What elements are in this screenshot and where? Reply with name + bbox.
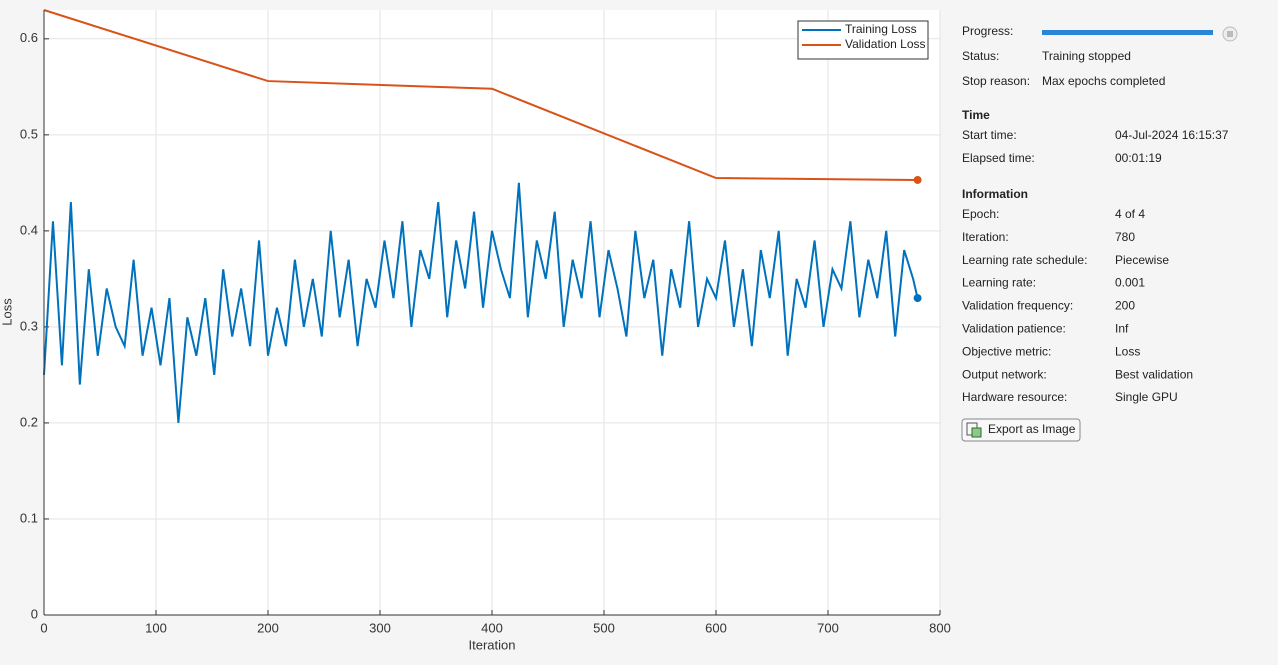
info-value: Single GPU [1115, 390, 1178, 404]
info-label: Elapsed time: [962, 151, 1035, 165]
info-value: Piecewise [1115, 253, 1169, 267]
info-label: Validation frequency: [962, 299, 1073, 313]
x-tick-label: 400 [481, 620, 503, 635]
series-line [43, 182, 919, 424]
info-label: Validation patience: [962, 321, 1066, 335]
info-label: Learning rate: [962, 276, 1036, 290]
info-label: Stop reason: [962, 74, 1030, 88]
series-line [43, 9, 918, 181]
progress-bar [1042, 30, 1213, 35]
y-axis-label: Loss [0, 298, 14, 326]
final-point [913, 175, 922, 184]
info-label: Hardware resource: [962, 390, 1067, 404]
info-value: 780 [1115, 230, 1135, 244]
y-tick-label: 0.2 [20, 414, 38, 429]
x-tick-label: 700 [817, 620, 839, 635]
progress-label: Progress: [962, 24, 1013, 38]
y-tick-label: 0 [31, 606, 38, 621]
export-icon [971, 427, 982, 438]
info-value: 00:01:19 [1115, 151, 1162, 165]
final-point [913, 294, 922, 303]
y-tick-label: 0.1 [20, 510, 38, 525]
stop-icon [1227, 31, 1233, 37]
y-tick-label: 0.4 [20, 222, 38, 237]
y-tick-label: 0.6 [20, 30, 38, 45]
lines [43, 9, 922, 424]
x-tick-label: 800 [929, 620, 951, 635]
info-value: Loss [1115, 344, 1140, 358]
x-axis-label: Iteration [469, 637, 516, 652]
x-tick-label: 0 [40, 620, 47, 635]
info-value: 04-Jul-2024 16:15:37 [1115, 128, 1229, 142]
info-value: Inf [1115, 321, 1129, 335]
info-label: Epoch: [962, 207, 999, 221]
info-value: Max epochs completed [1042, 74, 1165, 88]
legend-box [797, 20, 929, 60]
info-panel: Progress: Export as Image Status: Trainin… [961, 24, 1238, 442]
legend-label: Validation Loss [845, 37, 926, 51]
y-tick-label: 0.3 [20, 318, 38, 333]
section-title: Information [962, 187, 1028, 201]
export-button-label: Export as Image [988, 422, 1076, 436]
export-button[interactable]: Export as Image [961, 418, 1081, 442]
x-tick-label: 200 [257, 620, 279, 635]
info-label: Iteration: [962, 230, 1009, 244]
x-tick-label: 500 [593, 620, 615, 635]
info-label: Objective metric: [962, 344, 1051, 358]
y-tick-label: 0.5 [20, 126, 38, 141]
info-label: Output network: [962, 367, 1047, 381]
section-title: Time [962, 108, 990, 122]
x-tick-label: 300 [369, 620, 391, 635]
info-value: 4 of 4 [1115, 207, 1145, 221]
info-value: Training stopped [1042, 49, 1131, 63]
info-label: Status: [962, 49, 999, 63]
info-value: 0.001 [1115, 276, 1145, 290]
x-tick-label: 600 [705, 620, 727, 635]
legend-label: Training Loss [845, 22, 917, 36]
info-value: Best validation [1115, 367, 1193, 381]
x-tick-label: 100 [145, 620, 167, 635]
info-label: Start time: [962, 128, 1017, 142]
grid: 0 100 200 300 400 500 600 700 800 0 0.1 0.2 0.3 0.4 0.… [20, 10, 951, 635]
info-label: Learning rate schedule: [962, 253, 1087, 267]
info-value: 200 [1115, 299, 1135, 313]
